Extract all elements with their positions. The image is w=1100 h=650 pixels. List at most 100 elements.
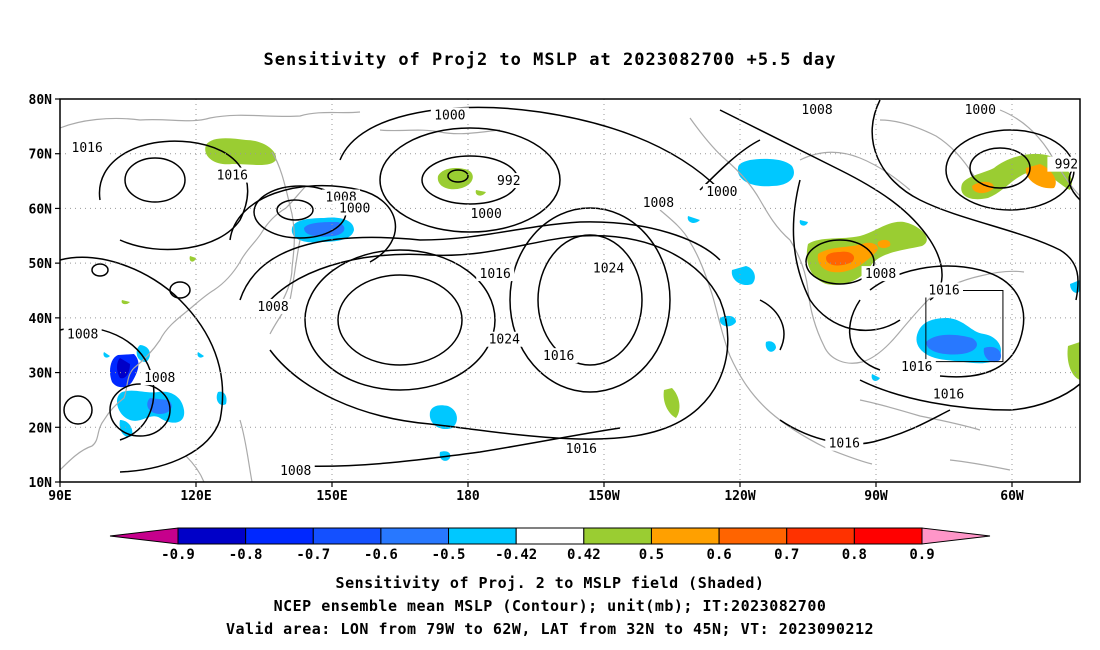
colorbar-label: 0.5 bbox=[639, 547, 664, 563]
map-frame bbox=[59, 98, 1081, 483]
colorbar-label: -0.9 bbox=[161, 547, 195, 563]
contour-label-bg bbox=[861, 266, 900, 282]
contour-label: 1016 bbox=[72, 141, 103, 156]
contour-label-bg bbox=[467, 205, 506, 221]
lat-tick-label: 70N bbox=[29, 148, 53, 163]
contour-label-bg bbox=[335, 200, 374, 216]
colorbar-label: 0.9 bbox=[909, 547, 934, 563]
contour-label-bg bbox=[63, 326, 102, 342]
contour-label-bg bbox=[213, 167, 252, 183]
lat-tick-label: 60N bbox=[29, 202, 53, 217]
lat-tick-label: 30N bbox=[29, 367, 53, 382]
lon-tick-label: 150E bbox=[316, 489, 347, 504]
caption-line-3: Valid area: LON from 79W to 62W, LAT fro… bbox=[225, 620, 875, 638]
contour-label: 1000 bbox=[706, 185, 737, 200]
colorbar-swatch bbox=[380, 527, 450, 545]
contour-label: 1016 bbox=[543, 349, 574, 364]
sensitivity-shading bbox=[103, 138, 1080, 461]
contour-label-bg bbox=[897, 359, 936, 375]
graticule bbox=[60, 99, 1080, 482]
contour-label-bg bbox=[276, 463, 315, 479]
contour-label-bg bbox=[639, 194, 678, 210]
colorbar-swatch bbox=[718, 527, 788, 545]
valid-area-box bbox=[925, 290, 1004, 363]
contour-label: 1008 bbox=[643, 196, 674, 211]
colorbar-label: 0.8 bbox=[842, 547, 867, 563]
colorbar-label: -0.6 bbox=[364, 547, 398, 563]
contour-label-bg bbox=[68, 140, 107, 156]
contour-label-bg bbox=[485, 331, 524, 347]
lon-tick-label: 60W bbox=[1000, 489, 1024, 504]
colorbar: -0.9 -0.8 -0.7 -0.6 -0.5 -0.42 0.42 0.5 0.6 0.7 0.… bbox=[109, 527, 991, 563]
lat-tick-label: 20N bbox=[29, 421, 53, 436]
contour-label: 1000 bbox=[339, 201, 370, 216]
colorbar-swatch bbox=[853, 527, 923, 545]
contour-label-bg bbox=[1047, 156, 1086, 172]
contour-label: 1016 bbox=[480, 267, 511, 282]
contour-label: 1008 bbox=[67, 327, 98, 342]
colorbar-low-arrow bbox=[109, 527, 179, 545]
contour-label: 1008 bbox=[257, 300, 288, 315]
contour-label-bg bbox=[702, 184, 741, 200]
contour-label: 1024 bbox=[489, 333, 520, 348]
contour-label: 1000 bbox=[470, 207, 501, 222]
contour-label-bg bbox=[589, 260, 628, 276]
lon-tick-label: 150W bbox=[588, 489, 619, 504]
colorbar-swatch bbox=[650, 527, 720, 545]
contour-label-bg bbox=[925, 282, 963, 298]
contour-label: 1016 bbox=[933, 387, 964, 402]
contour-label: 992 bbox=[497, 174, 520, 189]
colorbar-swatch bbox=[583, 527, 652, 545]
contour-label-bg bbox=[961, 101, 1000, 117]
contour-label-bg bbox=[929, 386, 968, 402]
colorbar-label: 0.6 bbox=[706, 547, 731, 563]
contour-label: 1016 bbox=[566, 442, 597, 457]
contour-label: 1008 bbox=[280, 464, 311, 479]
colorbar-swatch bbox=[177, 527, 247, 545]
contour-label: 1016 bbox=[829, 437, 860, 452]
contour-label-bg bbox=[140, 370, 179, 386]
lat-axis: 80N 70N 60N 50N 40N 30N 20N 10N bbox=[29, 93, 60, 491]
contour-label-bg bbox=[254, 298, 293, 314]
contour-label-bg bbox=[430, 107, 469, 123]
lat-tick-label: 10N bbox=[29, 476, 53, 491]
colorbar-swatch bbox=[312, 527, 382, 545]
contour-label-bg bbox=[489, 173, 528, 189]
map-title: Sensitivity of Proj2 to MSLP at 20230827… bbox=[263, 50, 837, 70]
contour-label: 1016 bbox=[928, 284, 959, 299]
contour-label: 1000 bbox=[434, 108, 465, 123]
contour-label-bg bbox=[476, 266, 515, 282]
contour-label: 1016 bbox=[901, 360, 932, 375]
lon-tick-label: 90E bbox=[48, 489, 71, 504]
colorbar-label: -0.5 bbox=[432, 547, 466, 563]
caption-line-2: NCEP ensemble mean MSLP (Contour); unit(… bbox=[273, 597, 827, 615]
colorbar-label: -0.7 bbox=[296, 547, 330, 563]
contour-label: 1008 bbox=[865, 267, 896, 282]
lon-tick-label: 120E bbox=[180, 489, 211, 504]
colorbar-swatch bbox=[245, 527, 314, 545]
colorbar-label: 0.42 bbox=[567, 547, 601, 563]
colorbar-swatch bbox=[448, 527, 517, 545]
contour-label: 1016 bbox=[217, 169, 248, 184]
contour-label-bg bbox=[825, 435, 864, 451]
colorbar-high-arrow bbox=[921, 527, 991, 545]
lat-tick-label: 50N bbox=[29, 257, 53, 272]
colorbar-swatch bbox=[786, 527, 855, 545]
contour-label-bg bbox=[798, 101, 837, 117]
lat-tick-label: 80N bbox=[29, 93, 53, 108]
contour-label: 1008 bbox=[144, 371, 175, 386]
lon-tick-label: 90W bbox=[864, 489, 888, 504]
contour-label-bg bbox=[539, 348, 578, 364]
contour-label: 1024 bbox=[593, 262, 624, 277]
lon-tick-label: 180 bbox=[456, 489, 480, 504]
contour-label: 992 bbox=[1055, 158, 1078, 173]
lat-tick-label: 40N bbox=[29, 312, 53, 327]
lon-axis: 90E 120E 150E 180 150W 120W 90W 60W bbox=[48, 482, 1024, 504]
contour-label: 1008 bbox=[801, 103, 832, 118]
caption-line-1: Sensitivity of Proj. 2 to MSLP field (Sh… bbox=[335, 574, 765, 592]
colorbar-label: -0.42 bbox=[495, 547, 537, 563]
contour-label-bg bbox=[562, 441, 601, 457]
contour-label: 1000 bbox=[965, 103, 996, 118]
